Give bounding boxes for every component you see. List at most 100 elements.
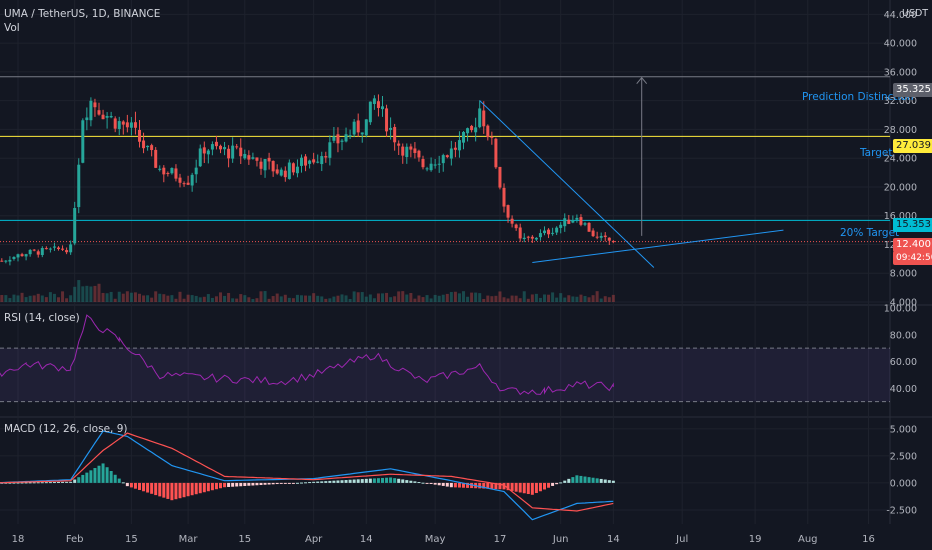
macd-histogram-bar — [320, 481, 324, 483]
macd-histogram-bar — [332, 480, 336, 483]
candle-body — [543, 230, 546, 234]
candle-body — [385, 108, 389, 132]
volume-bar — [518, 298, 522, 302]
volume-bar — [312, 293, 316, 302]
macd-histogram-bar — [267, 482, 271, 485]
volume-bar — [28, 295, 32, 302]
macd-histogram-bar — [44, 482, 48, 484]
candle-body — [453, 147, 457, 150]
candle-body — [324, 156, 328, 158]
candle-body — [231, 145, 235, 159]
candle-body — [178, 177, 182, 183]
candle-body — [571, 220, 575, 223]
volume-bar — [583, 296, 587, 302]
candle-body — [202, 147, 206, 154]
macd-histogram-bar — [170, 482, 174, 501]
volume-bar — [543, 294, 546, 302]
macd-histogram-bar — [457, 482, 461, 488]
candle-body — [348, 135, 352, 137]
macd-histogram-bar — [462, 482, 465, 488]
volume-bar — [219, 292, 222, 302]
macd-histogram-bar — [429, 482, 433, 484]
volume-bar — [214, 296, 218, 302]
volume-bar — [445, 293, 449, 302]
volume-bar — [81, 286, 85, 302]
macd-histogram-bar — [417, 482, 421, 484]
volume-bar — [154, 291, 158, 302]
macd-histogram-bar — [101, 463, 105, 483]
volume-bar — [425, 295, 429, 302]
candle-body — [263, 158, 267, 171]
volume-bar — [401, 291, 405, 302]
macd-histogram-bar — [555, 482, 559, 485]
candle-body — [530, 236, 534, 239]
macd-histogram-bar — [401, 479, 405, 483]
volume-bar — [206, 294, 210, 302]
volume-bar — [474, 292, 478, 302]
volume-bar — [437, 295, 441, 302]
candle-body — [425, 168, 429, 170]
macd-histogram-bar — [514, 482, 518, 492]
x-tick-label: 18 — [12, 534, 25, 545]
candle-body — [502, 187, 506, 207]
macd-histogram-bar — [466, 482, 470, 488]
macd-histogram-bar — [526, 482, 530, 495]
candle-body — [328, 142, 332, 158]
volume-bar — [138, 293, 141, 302]
volume-bar — [599, 298, 603, 302]
candle-body — [470, 125, 474, 131]
candle-body — [437, 163, 441, 165]
symbol-title[interactable]: UMA / TetherUS, 1D, BINANCE — [4, 8, 161, 20]
candle-body — [393, 127, 397, 143]
candle-body — [44, 248, 48, 250]
candle-body — [24, 254, 28, 257]
volume-bar — [397, 291, 401, 302]
volume-bar — [227, 292, 231, 302]
candle-body — [526, 236, 530, 238]
volume-bar — [579, 294, 583, 302]
y-tick-label: 44.000 — [884, 10, 917, 21]
candle-body — [457, 140, 461, 151]
macd-histogram-bar — [182, 482, 186, 498]
macd-histogram-bar — [445, 482, 449, 487]
candle-body — [223, 147, 227, 150]
macd-histogram-bar — [543, 482, 546, 490]
candle-body — [462, 131, 465, 143]
volume-bar — [170, 295, 174, 302]
volume-bar — [538, 297, 542, 302]
macd-histogram-bar — [8, 482, 12, 484]
macd-histogram-bar — [413, 481, 417, 483]
macd-histogram-bar — [425, 482, 429, 484]
macd-histogram-bar — [583, 476, 587, 483]
candle-body — [421, 158, 425, 168]
volume-bar — [385, 292, 389, 302]
rsi-label[interactable]: RSI (14, close) — [4, 312, 80, 324]
volume-bar — [40, 295, 44, 302]
volume-bar — [93, 285, 97, 302]
candle-body — [210, 144, 214, 150]
volume-bar — [279, 296, 283, 302]
macd-histogram-bar — [567, 478, 571, 483]
volume-bar — [470, 292, 474, 302]
candle-body — [65, 250, 69, 253]
macd-histogram-bar — [312, 481, 316, 483]
macd-label[interactable]: MACD (12, 26, close, 9) — [4, 423, 128, 435]
volume-bar — [223, 295, 227, 302]
macd-histogram-bar — [348, 479, 352, 483]
candle-body — [579, 217, 583, 225]
volume-bar — [142, 295, 146, 302]
macd-histogram-bar — [486, 482, 490, 489]
candle-body — [498, 166, 502, 188]
macd-histogram-bar — [478, 482, 482, 489]
candle-body — [595, 236, 599, 238]
candle-body — [300, 157, 303, 166]
candle-body — [449, 148, 453, 159]
y-tick-label: 36.000 — [884, 67, 917, 78]
volume-bar — [36, 293, 40, 302]
volume-bar — [506, 298, 510, 302]
candle-body — [194, 167, 198, 175]
volume-bar — [190, 295, 194, 302]
candle-body — [547, 229, 551, 235]
x-tick-label: 15 — [238, 534, 251, 545]
